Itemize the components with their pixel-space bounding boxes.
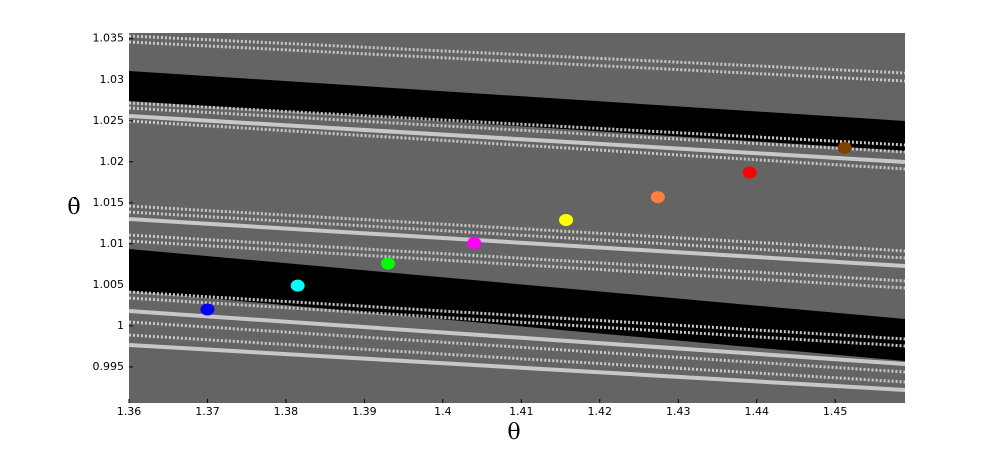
x-tick-label: 1.43 [666,405,691,418]
point [467,237,482,250]
y-tick-label: 1.005 [93,278,125,291]
y-tick-label: 1.025 [93,114,125,127]
point [650,191,665,204]
y-axis-label: θ̇ [67,195,80,220]
y-tick-label: 1.03 [100,73,125,86]
x-tick-label: 1.37 [195,405,220,418]
x-tick-label: 1.36 [117,405,142,418]
point [290,279,305,292]
y-tick-label: 1.01 [100,237,125,250]
point [200,303,215,316]
x-tick-label: 1.45 [823,405,848,418]
point [559,214,574,227]
y-tick-label: 1 [117,319,124,332]
x-tick-label: 1.4 [434,405,452,418]
point [380,257,395,270]
point [837,141,852,154]
y-tick-label: 1.015 [93,196,125,209]
background-structure [129,34,905,392]
x-tick-label: 1.41 [509,405,534,418]
y-tick-label: 1.02 [100,155,125,168]
y-tick-label: 0.995 [93,360,125,373]
x-axis-label: θ [507,420,520,445]
point [742,166,757,179]
x-tick-label: 1.44 [744,405,769,418]
x-tick-label: 1.39 [352,405,377,418]
x-tick-label: 1.42 [588,405,613,418]
x-tick-label: 1.38 [274,405,299,418]
y-tick-label: 1.035 [93,32,125,45]
